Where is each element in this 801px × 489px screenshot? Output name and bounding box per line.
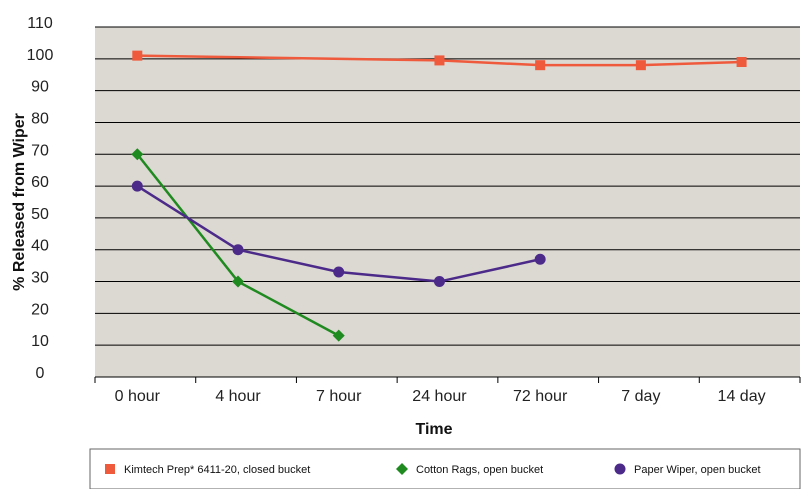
legend-marker — [396, 463, 408, 475]
y-tick-label: 100 — [27, 47, 54, 64]
legend-marker — [614, 463, 626, 475]
gridlines — [95, 26, 800, 346]
x-tick-label: 72 hour — [513, 388, 568, 405]
legend: Kimtech Prep* 6411-20, closed bucket Cott… — [89, 448, 801, 489]
series-3 — [131, 180, 546, 288]
data-point — [534, 253, 546, 265]
legend-marker — [105, 464, 115, 474]
series-1 — [132, 50, 747, 71]
y-tick-label: 90 — [31, 79, 49, 96]
y-tick-label: 40 — [31, 238, 49, 255]
plot-area — [95, 27, 800, 377]
y-tick-label: 110 — [27, 15, 53, 32]
y-tick-label: 80 — [31, 110, 49, 127]
data-point — [131, 148, 144, 161]
data-point — [332, 329, 345, 342]
x-axis: 0 hour 4 hour 7 hour 24 hour 72 hour 7 day 14 … — [94, 376, 801, 405]
data-point — [132, 50, 143, 61]
legend-box — [89, 448, 801, 489]
data-point — [535, 60, 546, 71]
y-tick-label: 20 — [31, 301, 49, 318]
data-point — [736, 57, 747, 67]
x-tick-label: 0 hour — [115, 388, 161, 405]
data-point — [333, 266, 345, 278]
legend-label: Paper Wiper, open bucket — [634, 464, 761, 476]
x-tick-label: 7 hour — [316, 388, 362, 405]
x-tick-label: 4 hour — [215, 388, 261, 405]
y-tick-label: 50 — [31, 206, 49, 223]
x-tick-label: 7 day — [621, 388, 660, 405]
y-tick-label: 10 — [31, 333, 49, 350]
x-tick-label: 24 hour — [412, 388, 467, 405]
data-point — [433, 276, 445, 288]
data-point — [232, 275, 245, 288]
legend-label: Kimtech Prep* 6411-20, closed bucket — [124, 464, 310, 476]
data-point — [232, 244, 244, 256]
y-axis-tick-labels: 0 10 20 30 40 50 60 70 80 90 100 110 — [27, 15, 54, 382]
legend-label: Cotton Rags, open bucket — [416, 464, 543, 476]
y-tick-label: 60 — [31, 174, 49, 191]
series-2 — [131, 148, 345, 342]
y-tick-label: 0 — [36, 365, 45, 382]
y-tick-label: 70 — [31, 142, 49, 159]
x-tick-label: 14 day — [718, 388, 766, 405]
data-point — [131, 180, 143, 192]
x-axis-title: Time — [415, 421, 452, 438]
y-tick-label: 30 — [31, 270, 49, 287]
y-axis-title: % Released from Wiper — [11, 113, 28, 291]
data-point — [434, 55, 445, 66]
data-point — [635, 60, 646, 71]
series-layer — [131, 50, 747, 342]
